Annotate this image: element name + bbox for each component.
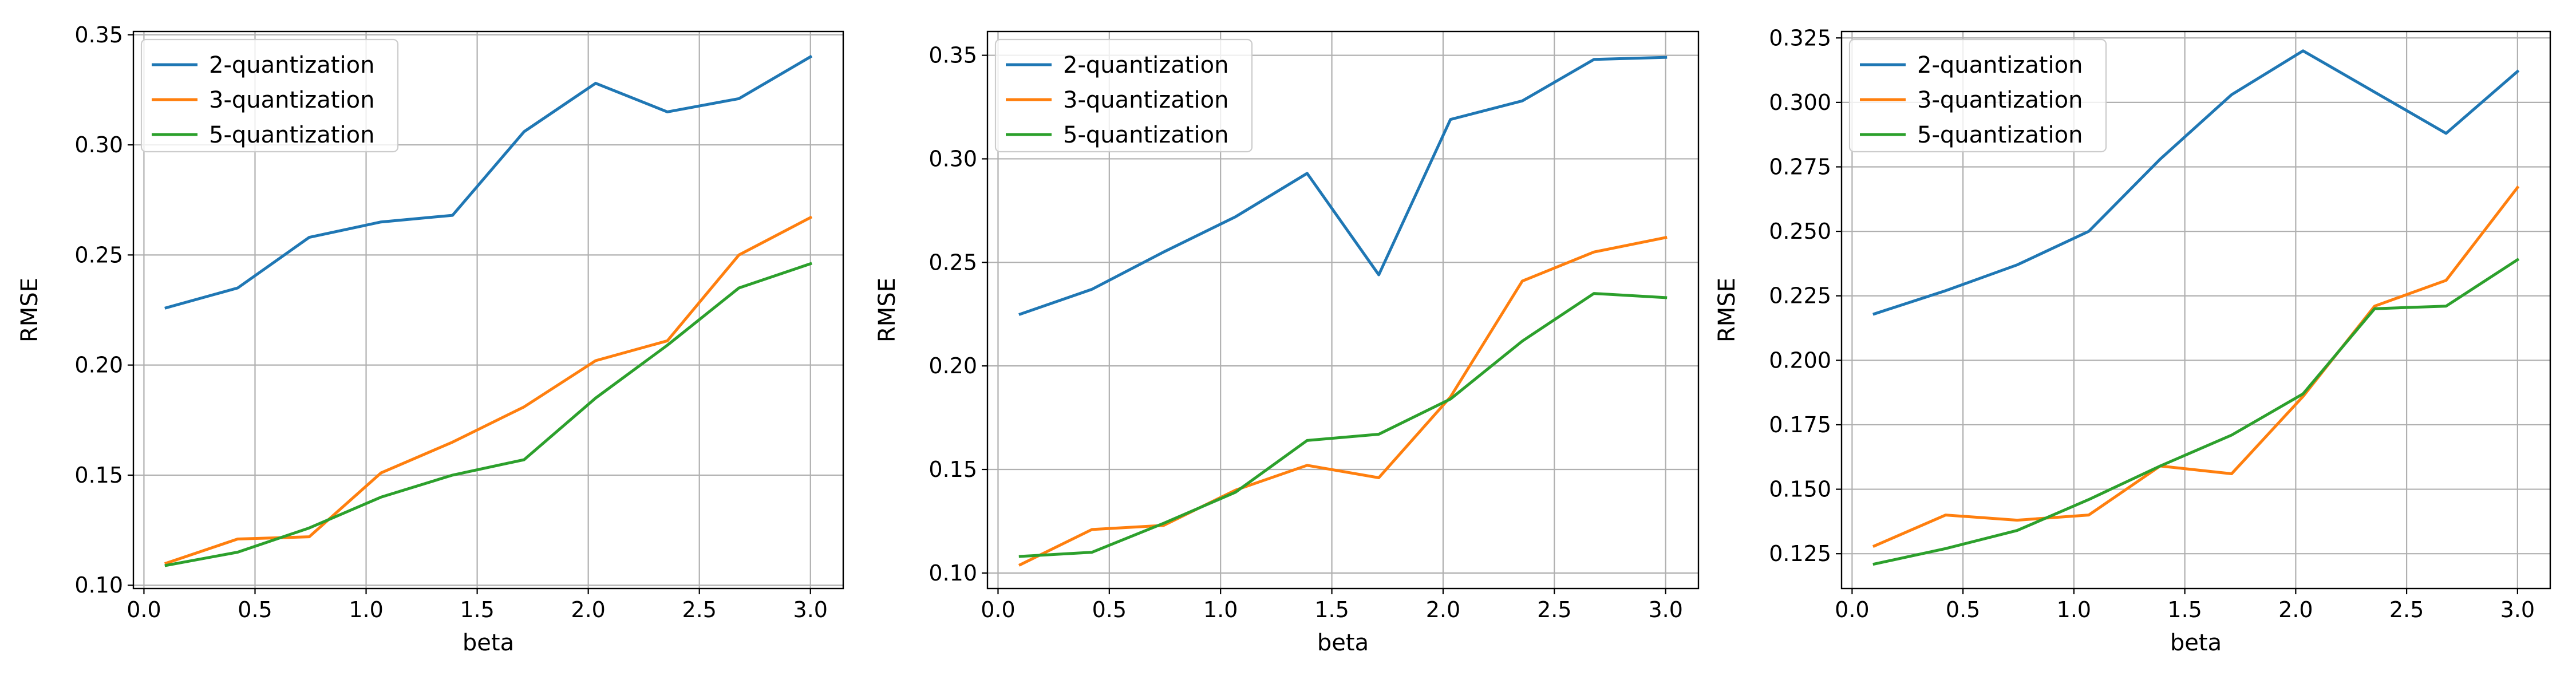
x-tick-label: 2.0 [2278, 597, 2313, 622]
legend-entry-label: 3-quantization [209, 87, 374, 113]
y-tick-label: 0.175 [1769, 412, 1831, 437]
y-tick-label: 0.300 [1769, 90, 1831, 115]
x-tick-label: 2.5 [2389, 597, 2424, 622]
y-tick-label: 0.35 [929, 43, 977, 68]
legend-box [994, 38, 1253, 153]
x-tick-label: 2.5 [1537, 597, 1571, 622]
y-tick-label: 0.125 [1769, 541, 1831, 566]
chart-panel-3: 0.0 0.5 1.0 1.5 2.0 2.5 3.0 0.125 0.150 0.175 0.20… [1714, 25, 2551, 656]
y-tick-label: 0.25 [74, 242, 123, 267]
x-tick-label: 1.0 [2057, 597, 2091, 622]
series-line-5-quantization [1872, 258, 2520, 566]
legend-box [1848, 38, 2107, 153]
y-tick-label: 0.30 [74, 132, 123, 157]
y-tick-label: 0.200 [1769, 348, 1831, 373]
y-tick-label: 0.10 [74, 572, 123, 598]
series-line-2-quantization [164, 54, 813, 310]
x-tick-label: 0.0 [981, 597, 1015, 622]
legend-entry-label: 3-quantization [1917, 87, 2083, 113]
legend-entry-label: 3-quantization [1063, 87, 1228, 113]
x-tick-label: 0.5 [238, 597, 272, 622]
x-tick-label: 3.0 [793, 597, 828, 622]
y-tick-label: 0.25 [929, 250, 977, 275]
y-tick-label: 0.275 [1769, 154, 1831, 179]
y-tick-label: 0.20 [74, 353, 123, 378]
x-tick-label: 0.0 [127, 597, 161, 622]
legend-entry-label: 2-quantization [1917, 52, 2083, 78]
x-tick-label: 1.0 [1203, 597, 1238, 622]
chart-panel-1: 0.0 0.5 1.0 1.5 2.0 2.5 3.0 0.10 0.15 0.20 0.25 0.3… [17, 22, 844, 656]
x-tick-label: 2.0 [571, 597, 605, 622]
series-line-3-quantization [1872, 185, 2520, 548]
x-tick-label: 2.5 [682, 597, 716, 622]
x-tick-label: 0.5 [1092, 597, 1127, 622]
x-tick-label: 0.0 [1835, 597, 1869, 622]
y-tick-label: 0.30 [929, 146, 977, 171]
plot-frame [986, 30, 1700, 590]
y-tick-label: 0.150 [1769, 477, 1831, 502]
legend-entry-label: 2-quantization [1063, 52, 1228, 78]
x-tick-label: 3.0 [2500, 597, 2535, 622]
legend-entry-label: 2-quantization [209, 52, 374, 78]
chart-panel-2: 0.0 0.5 1.0 1.5 2.0 2.5 3.0 0.10 0.15 0.20 0.25 0.3… [874, 30, 1700, 656]
y-tick-label: 0.325 [1769, 25, 1831, 50]
series-line-2-quantization [1018, 56, 1668, 316]
series-line-5-quantization [1018, 292, 1668, 558]
y-tick-label: 0.225 [1769, 283, 1831, 309]
legend-entry-label: 5-quantization [209, 122, 374, 148]
plot-frame [1840, 30, 2551, 590]
legend-box [140, 38, 399, 153]
series-line-2-quantization [1872, 49, 2520, 316]
plot-frame [132, 30, 844, 590]
y-tick-label: 0.15 [929, 457, 977, 482]
series-line-3-quantization [1018, 235, 1668, 567]
y-tick-label: 0.35 [74, 22, 123, 48]
x-tick-label: 3.0 [1648, 597, 1682, 622]
y-axis-label: RMSE [1714, 278, 1740, 342]
series-line-3-quantization [164, 215, 813, 565]
legend: 2-quantization 3-quantization 5-quantizati… [140, 38, 399, 153]
x-tick-label: 2.0 [1426, 597, 1460, 622]
y-tick-label: 0.10 [929, 560, 977, 586]
y-tick-label: 0.250 [1769, 219, 1831, 244]
y-tick-label: 0.15 [74, 463, 123, 488]
x-tick-label: 1.5 [1314, 597, 1349, 622]
series-line-5-quantization [164, 262, 812, 567]
y-tick-label: 0.20 [929, 353, 977, 378]
x-axis-label: beta [463, 630, 514, 656]
legend: 2-quantization 3-quantization 5-quantizati… [1848, 38, 2107, 153]
x-tick-label: 1.5 [460, 597, 494, 622]
x-tick-label: 0.5 [1946, 597, 1980, 622]
y-axis-label: RMSE [17, 278, 43, 342]
legend: 2-quantization 3-quantization 5-quantizati… [994, 38, 1253, 153]
legend-entry-label: 5-quantization [1917, 122, 2083, 148]
x-axis-label: beta [2170, 630, 2222, 656]
x-tick-label: 1.0 [349, 597, 383, 622]
x-axis-label: beta [1317, 630, 1369, 656]
x-tick-label: 1.5 [2167, 597, 2202, 622]
y-axis-label: RMSE [874, 278, 900, 342]
legend-entry-label: 5-quantization [1063, 122, 1228, 148]
